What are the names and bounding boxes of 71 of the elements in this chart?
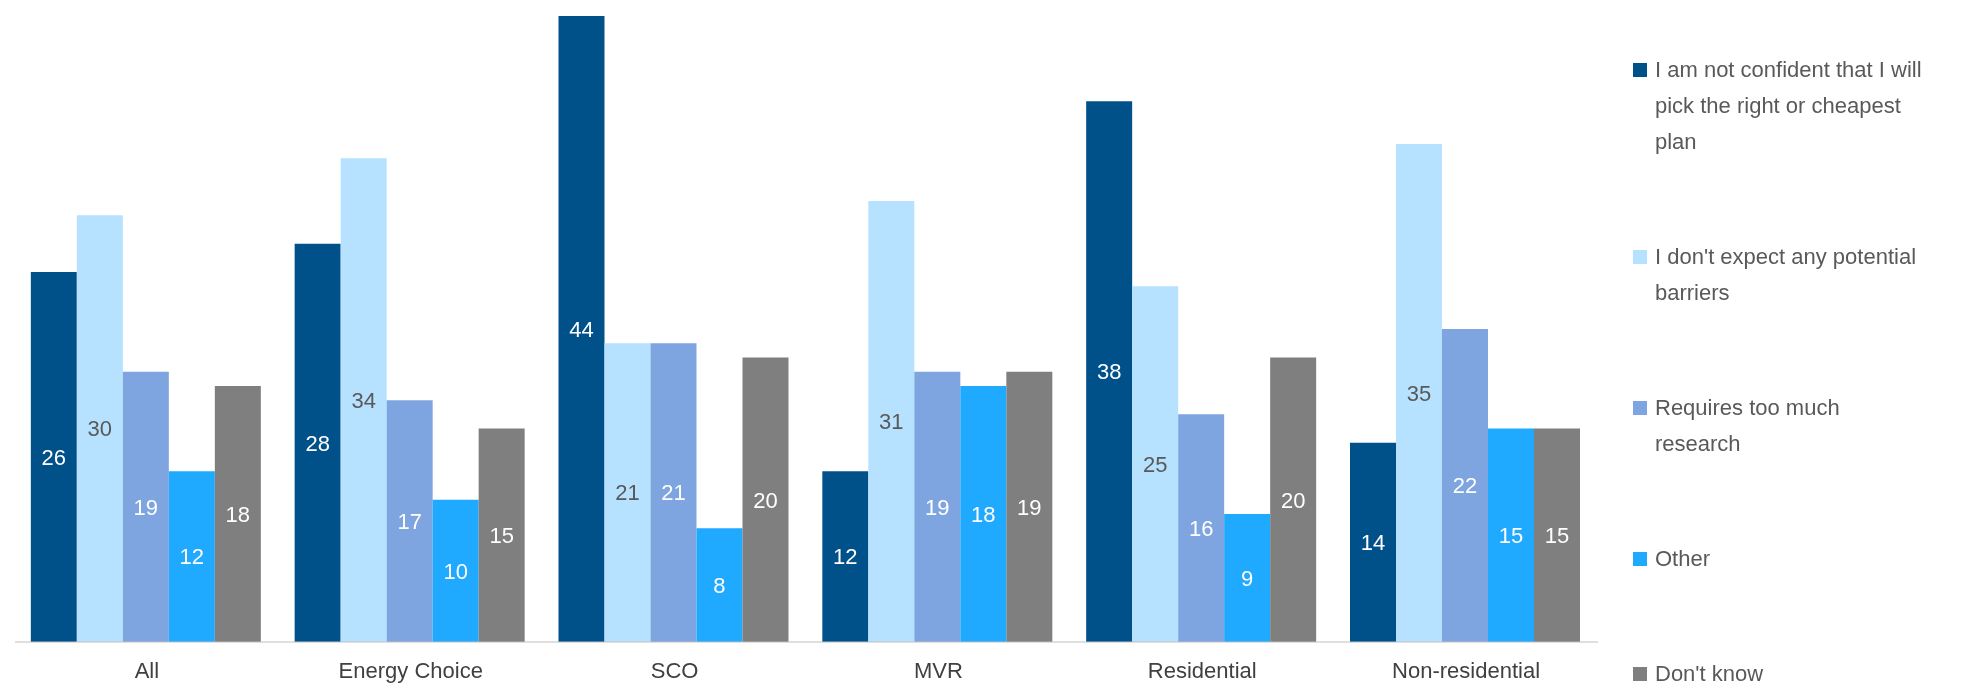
- legend-label: Requires too much research: [1655, 394, 1841, 458]
- data-label: 35: [1406, 380, 1432, 406]
- data-label: 31: [879, 409, 904, 435]
- bar: [1178, 414, 1225, 642]
- data-label: 22: [1452, 473, 1478, 499]
- bar: [742, 357, 789, 642]
- data-label: 19: [133, 494, 159, 520]
- data-label: 18: [225, 501, 251, 527]
- bar: [1396, 144, 1442, 642]
- bar: [168, 471, 215, 642]
- x-tick-label: Energy Choice: [338, 657, 483, 683]
- data-label: 21: [661, 480, 686, 506]
- data-label: 21: [615, 480, 640, 506]
- x-tick-label: Residential: [1147, 657, 1257, 683]
- bar: [1442, 329, 1488, 642]
- data-label: 16: [1188, 515, 1214, 541]
- bar: [30, 272, 77, 642]
- data-label: 15: [1498, 523, 1524, 549]
- legend-label: I am not confident that I will pick the right or cheapest plan: [1655, 56, 1923, 156]
- bar: [604, 343, 651, 642]
- data-label: 14: [1360, 530, 1386, 556]
- bar: [478, 428, 525, 642]
- bar: [1488, 428, 1534, 642]
- data-label: 8: [713, 572, 726, 598]
- data-label: 10: [443, 558, 468, 584]
- legend-label: Don't know: [1655, 660, 1764, 688]
- bar: [1006, 371, 1053, 642]
- bar: [696, 528, 743, 642]
- data-label: 38: [1096, 359, 1122, 385]
- bar: [868, 200, 915, 642]
- data-label: 15: [489, 523, 514, 549]
- x-tick-label: SCO: [650, 657, 699, 683]
- data-label: 9: [1241, 565, 1254, 591]
- x-tick-label: All: [134, 657, 160, 683]
- data-label: 20: [753, 487, 778, 513]
- bar: [1224, 513, 1271, 642]
- data-label: 44: [569, 316, 594, 342]
- data-label: 18: [971, 501, 996, 527]
- bar: [822, 471, 869, 642]
- legend-label: I don't expect any potential barriers: [1655, 243, 1918, 307]
- data-label: 30: [87, 416, 113, 442]
- bar: [340, 158, 387, 642]
- bar: [650, 343, 697, 642]
- data-label: 28: [305, 430, 330, 456]
- data-label: 12: [179, 544, 205, 570]
- data-label: 17: [397, 508, 422, 534]
- data-label: 34: [351, 387, 376, 413]
- bar: [1350, 442, 1396, 642]
- bar: [432, 499, 479, 642]
- x-tick-label: MVR: [913, 657, 963, 683]
- bar: [1132, 286, 1179, 642]
- bar: [294, 243, 341, 642]
- bar: [1270, 357, 1317, 642]
- bar: [214, 385, 261, 642]
- data-label: 15: [1544, 523, 1570, 549]
- bar: [1086, 101, 1133, 642]
- bar: [76, 215, 123, 642]
- data-label: 25: [1142, 451, 1168, 477]
- bar: [1534, 428, 1580, 642]
- data-label: 20: [1280, 487, 1306, 513]
- x-tick-label: Non-residential: [1392, 657, 1541, 683]
- data-label: 19: [925, 494, 950, 520]
- bar: [914, 371, 961, 642]
- data-label: 12: [833, 544, 858, 570]
- bar: [960, 385, 1007, 642]
- bar: [122, 371, 169, 642]
- data-label: 26: [41, 444, 67, 470]
- legend-label: Other: [1655, 545, 1711, 573]
- bar: [386, 400, 433, 642]
- data-label: 19: [1017, 494, 1042, 520]
- bar: [558, 16, 605, 642]
